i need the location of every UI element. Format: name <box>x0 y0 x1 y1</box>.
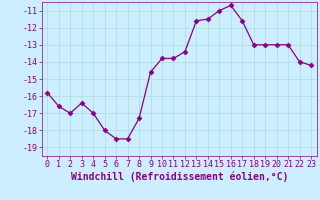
X-axis label: Windchill (Refroidissement éolien,°C): Windchill (Refroidissement éolien,°C) <box>70 172 288 182</box>
